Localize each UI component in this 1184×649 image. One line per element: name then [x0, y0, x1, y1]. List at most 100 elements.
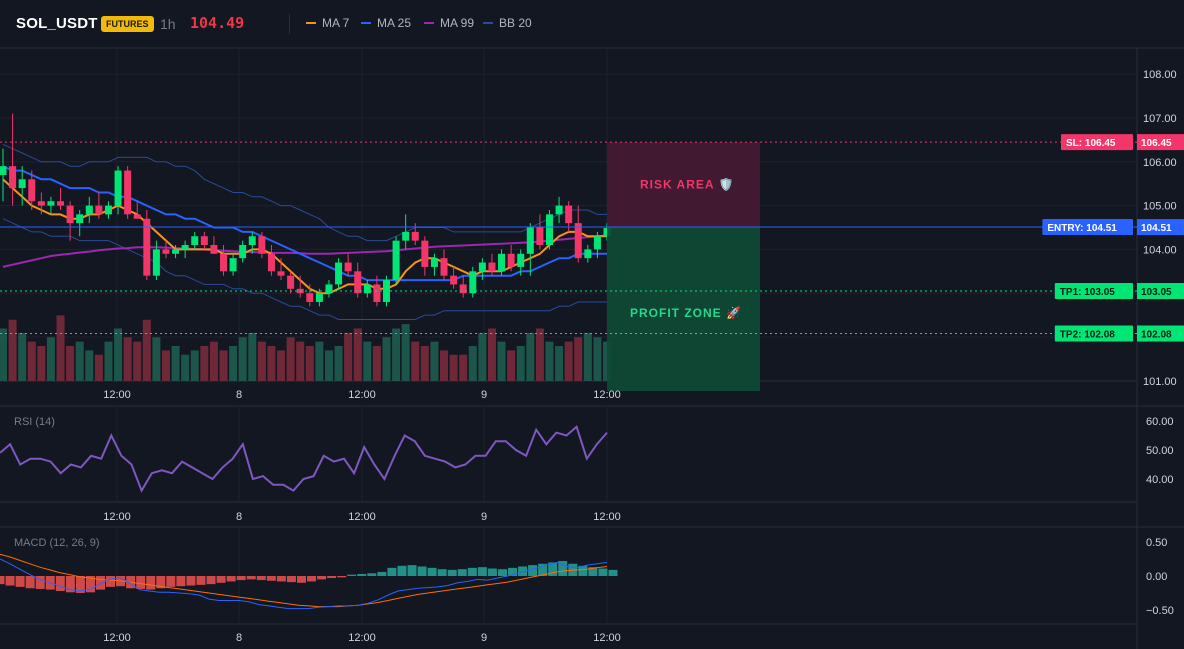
candle-body	[469, 271, 477, 294]
candle	[440, 249, 448, 281]
candle-body	[555, 205, 563, 215]
volume-bar	[171, 346, 180, 381]
volume-bar	[56, 315, 65, 381]
legend-bb20[interactable]: BB 20	[483, 16, 532, 30]
time-tick-label: 9	[481, 511, 487, 523]
macd-hist-bar	[216, 576, 226, 583]
macd-hist-bar	[307, 576, 317, 582]
candle	[392, 236, 400, 285]
candle	[239, 240, 247, 263]
macd-hist-bar	[65, 576, 75, 593]
candle-body	[315, 293, 323, 302]
macd-hist-bar	[246, 576, 256, 580]
time-axis[interactable]: 12:00 8 12:00 9 12:00 12:00 8 12:00 9 12:00 12:00 8…	[103, 389, 621, 644]
legend-ma99[interactable]: MA 99	[424, 16, 474, 30]
volume-bar	[420, 346, 429, 381]
candle-body	[411, 231, 419, 241]
candle-body	[200, 236, 208, 246]
volume-bar	[315, 341, 324, 381]
volume-bar	[478, 332, 487, 381]
macd-hist-bar	[477, 567, 487, 576]
candle-body	[536, 227, 544, 246]
candle	[287, 271, 295, 294]
macd-hist-bar	[397, 565, 407, 576]
volume-bars	[0, 315, 611, 381]
macd-hist-bar	[508, 567, 518, 576]
candle	[354, 262, 362, 298]
macd-hist-bar	[447, 569, 457, 576]
volume-bar	[526, 332, 535, 381]
candlesticks[interactable]	[0, 113, 611, 307]
macd-hist-bar	[85, 576, 95, 593]
volume-bar	[161, 350, 170, 381]
time-tick-label: 12:00	[348, 632, 376, 644]
volume-bar	[37, 346, 46, 381]
price-axis[interactable]: 108.00 107.00 106.00 105.00 104.00 101.00	[1143, 69, 1177, 388]
candle	[517, 249, 525, 276]
sl-tag-bg	[1061, 134, 1133, 151]
tp2-price-bg	[1137, 325, 1184, 342]
macd-hist-bar	[317, 576, 327, 580]
macd-signal-line	[0, 553, 608, 608]
macd-hist-bar	[186, 576, 196, 586]
volume-bar	[94, 354, 103, 381]
volume-bar	[0, 328, 7, 381]
moving-averages	[2, 165, 608, 295]
bb-upper-line	[2, 143, 607, 242]
candle	[104, 201, 112, 219]
macd-pane[interactable]: 0.50 0.00 −0.50	[0, 537, 1174, 617]
macd-axis-label: −0.50	[1146, 605, 1174, 617]
volume-bar	[430, 341, 439, 381]
candle	[95, 192, 103, 219]
volume-bar	[382, 337, 391, 381]
candle-body	[430, 258, 438, 267]
volume-bar	[190, 350, 199, 381]
time-tick-label: 12:00	[103, 632, 131, 644]
risk-area-zone[interactable]: RISK AREA 🛡️	[607, 142, 760, 228]
candle-body	[498, 253, 506, 272]
macd-hist-bar	[427, 567, 437, 576]
macd-hist-bar	[176, 576, 186, 587]
volume-bar	[85, 350, 94, 381]
sl-price-label: 106.45	[1141, 138, 1172, 149]
time-tick-label: 12:00	[348, 389, 376, 401]
macd-hist-bar	[146, 576, 156, 590]
price-tick-label: 101.00	[1143, 376, 1177, 388]
candle-body	[220, 253, 228, 272]
rsi-pane[interactable]: 60.00 50.00 40.00	[0, 416, 1174, 493]
volume-bar	[152, 337, 161, 381]
macd-hist-bar	[608, 569, 618, 576]
volume-bar	[593, 337, 602, 381]
candle	[152, 240, 160, 281]
chart-header: SOL_USDT FUTURES 1h 104.49 MA 7 MA 25 MA…	[0, 0, 1184, 48]
timeframe-selector[interactable]: 1h	[160, 16, 176, 32]
macd-hist-bar	[497, 569, 507, 576]
legend-ma7[interactable]: MA 7	[306, 16, 349, 30]
candle-body	[191, 236, 199, 246]
candle	[315, 288, 323, 307]
candle-body	[258, 236, 266, 254]
macd-hist-bar	[55, 576, 65, 591]
macd-hist-bar	[15, 576, 25, 587]
profit-zone[interactable]: PROFIT ZONE 🚀	[607, 227, 760, 391]
time-tick-label: 12:00	[593, 632, 621, 644]
volume-bar	[75, 341, 84, 381]
symbol-name[interactable]: SOL_USDT	[16, 15, 98, 32]
volume-bar	[219, 350, 228, 381]
candle-body	[152, 249, 160, 276]
candle-body	[344, 262, 352, 272]
macd-hist-bar	[196, 576, 206, 585]
candle	[488, 253, 496, 276]
candle	[584, 245, 592, 263]
candle-body	[335, 262, 343, 285]
candle	[450, 266, 458, 289]
candle	[181, 240, 189, 259]
macd-hist-bar	[327, 576, 337, 579]
bb-lower-line	[2, 218, 607, 320]
candle-body	[181, 245, 189, 250]
candle	[335, 258, 343, 289]
legend-ma25[interactable]: MA 25	[361, 16, 411, 30]
risk-area-label: RISK AREA 🛡️	[640, 178, 734, 192]
sl-tag-label: SL: 106.45	[1066, 138, 1116, 149]
